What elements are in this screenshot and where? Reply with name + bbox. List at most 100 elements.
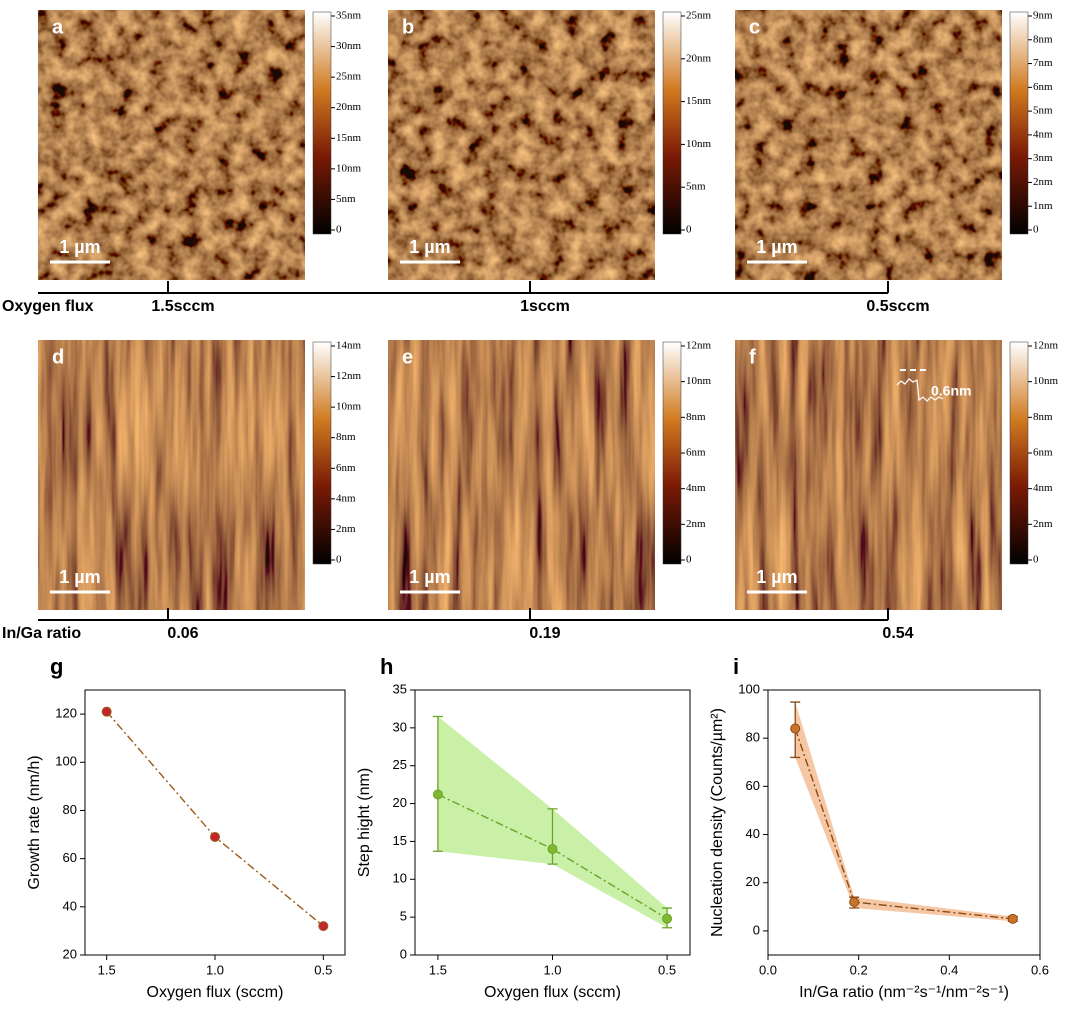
- colorbar-label: 2nm: [1033, 176, 1053, 188]
- axis-row-label: 0.06: [167, 625, 198, 642]
- panel-label: a: [52, 16, 64, 38]
- colorbar-label: 2nm: [1033, 518, 1053, 530]
- error-bar: [547, 808, 558, 865]
- colorbar-label: 8nm: [1033, 411, 1053, 423]
- colorbar-label: 12nm: [686, 340, 712, 352]
- colorbar-label: 6nm: [686, 447, 706, 459]
- data-point: [790, 723, 801, 734]
- afm-texture: [388, 340, 655, 610]
- x-tick-label: 0.5: [314, 962, 332, 977]
- colorbar-label: 30nm: [336, 40, 362, 52]
- y-tick-label: 40: [746, 826, 760, 841]
- scale-bar-label: 1 µm: [409, 567, 450, 587]
- afm-texture: [735, 340, 1002, 610]
- y-tick-label: 20: [393, 795, 407, 810]
- panel-label: c: [749, 16, 760, 38]
- x-axis-label: In/Ga ratio (nm⁻²s⁻¹/nm⁻²s⁻¹): [799, 984, 1009, 1001]
- y-tick-label: 100: [738, 681, 760, 696]
- scale-bar-label: 1 µm: [59, 567, 100, 587]
- y-tick-label: 100: [55, 754, 77, 769]
- colorbar-label: 25nm: [336, 71, 362, 83]
- colorbar-label: 7nm: [1033, 57, 1053, 69]
- y-tick-label: 5: [400, 909, 407, 924]
- y-tick-label: 30: [393, 719, 407, 734]
- colorbar-label: 6nm: [1033, 447, 1053, 459]
- data-point: [432, 789, 443, 800]
- colorbar-label: 20nm: [686, 52, 712, 64]
- y-axis-label: Step hight (nm): [356, 768, 373, 877]
- y-axis-label: Nucleation density (Counts/µm²): [709, 708, 726, 937]
- colorbar-label: 12nm: [1033, 340, 1059, 352]
- y-tick-label: 15: [393, 833, 407, 848]
- colorbar-label: 35nm: [336, 10, 362, 22]
- data-point: [101, 706, 112, 717]
- x-tick-label: 1.0: [206, 962, 224, 977]
- colorbar-label: 1nm: [1033, 200, 1053, 212]
- colorbar: [1009, 11, 1029, 235]
- y-tick-label: 0: [400, 946, 407, 961]
- scale-bar-label: 1 µm: [756, 237, 797, 257]
- colorbar-label: 0: [686, 224, 692, 236]
- colorbar-label: 25nm: [686, 10, 712, 22]
- colorbar-label: 0: [336, 224, 342, 236]
- colorbar-label: 4nm: [336, 492, 356, 504]
- y-tick-label: 20: [746, 874, 760, 889]
- axis-row-title: Oxygen flux: [2, 298, 94, 315]
- step-profile: [896, 378, 944, 402]
- panel-label: f: [749, 346, 756, 368]
- panel-label: e: [402, 346, 413, 368]
- colorbar-label: 8nm: [336, 431, 356, 443]
- x-tick-label: 1.0: [543, 962, 561, 977]
- data-point: [318, 921, 329, 932]
- colorbar-label: 10nm: [336, 162, 362, 174]
- colorbar-label: 5nm: [1033, 105, 1053, 117]
- error-band: [795, 702, 1013, 922]
- panel-label: d: [52, 346, 64, 368]
- y-tick-label: 60: [746, 778, 760, 793]
- data-point: [547, 844, 558, 854]
- plot-frame: [84, 689, 346, 956]
- panel-label: g: [50, 654, 63, 679]
- y-tick-label: 25: [393, 757, 407, 772]
- colorbar-label: 4nm: [686, 482, 706, 494]
- colorbar: [662, 11, 682, 235]
- x-tick-label: 0.4: [940, 962, 958, 977]
- plot-frame: [767, 689, 1041, 956]
- colorbar-label: 2nm: [686, 518, 706, 530]
- colorbar: [312, 11, 332, 235]
- afm-texture: [38, 10, 305, 280]
- x-tick-label: 1.5: [429, 962, 447, 977]
- colorbar-label: 0: [686, 554, 692, 566]
- colorbar-label: 8nm: [686, 411, 706, 423]
- y-tick-label: 80: [746, 730, 760, 745]
- axis-row-label: 0.54: [882, 625, 913, 642]
- scale-bar-label: 1 µm: [409, 237, 450, 257]
- colorbar-label: 0: [1033, 224, 1039, 236]
- x-axis-label: Oxygen flux (sccm): [484, 984, 621, 1001]
- step-annotation: 0.6nm: [931, 383, 971, 399]
- colorbar-label: 10nm: [1033, 375, 1059, 387]
- axis-row-label: 1sccm: [520, 298, 570, 315]
- data-point: [849, 897, 860, 907]
- axis-row-label: 1.5sccm: [151, 298, 214, 315]
- data-point: [1007, 913, 1018, 924]
- colorbar-label: 12nm: [336, 370, 362, 382]
- colorbar-label: 5nm: [686, 181, 706, 193]
- x-tick-label: 0.2: [850, 962, 868, 977]
- colorbar-label: 6nm: [1033, 81, 1053, 93]
- error-bar: [432, 715, 443, 852]
- data-point: [210, 831, 220, 842]
- panel-label: i: [733, 654, 739, 679]
- colorbar: [1009, 341, 1029, 565]
- colorbar-label: 9nm: [1033, 10, 1053, 22]
- y-axis-label: Growth rate (nm/h): [26, 755, 43, 889]
- colorbar-label: 8nm: [1033, 33, 1053, 45]
- x-tick-label: 0.6: [1031, 962, 1049, 977]
- colorbar-label: 14nm: [336, 340, 362, 352]
- colorbar-label: 15nm: [686, 95, 712, 107]
- data-point: [662, 913, 673, 924]
- y-tick-label: 60: [63, 850, 77, 865]
- x-tick-label: 0.5: [658, 962, 676, 977]
- data-line: [794, 728, 1013, 920]
